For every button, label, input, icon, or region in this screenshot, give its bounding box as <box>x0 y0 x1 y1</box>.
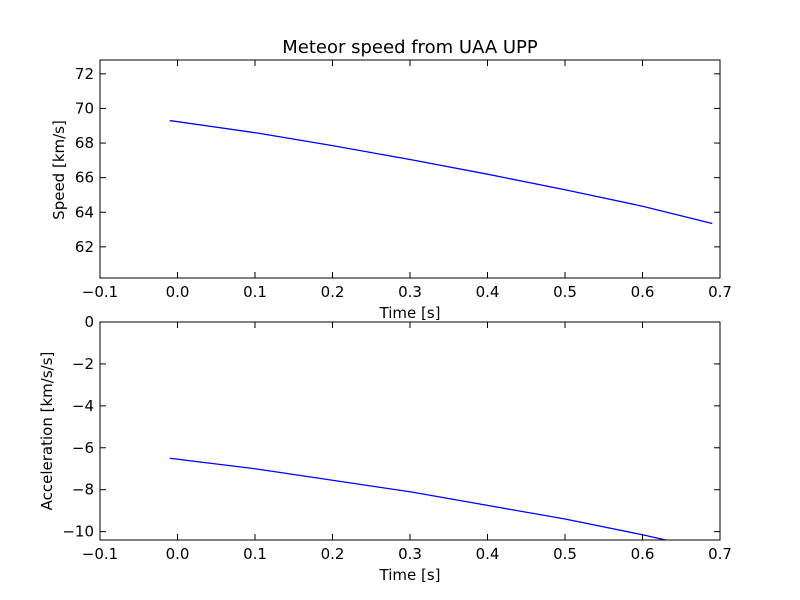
x-tick-label: −0.1 <box>82 283 118 301</box>
y-tick-label: 70 <box>75 99 94 117</box>
y-axis-label: Acceleration [km/s/s] <box>38 352 56 511</box>
x-tick-label: 0.7 <box>708 545 732 563</box>
x-tick-label: 0.0 <box>166 283 190 301</box>
x-tick-label: 0.1 <box>243 545 267 563</box>
y-tick-label: 66 <box>75 169 94 187</box>
y-tick-label: 64 <box>75 203 94 221</box>
x-axis-label: Time [s] <box>379 304 441 322</box>
axes-frame <box>99 59 721 279</box>
acceleration-chart: Time [s] Acceleration [km/s/s] −0.1 0.0 0.… <box>38 313 732 584</box>
x-tick-label: 0.2 <box>321 283 345 301</box>
series-line <box>169 119 713 225</box>
y-tick-label: 62 <box>75 238 94 256</box>
y-tick-label: −2 <box>72 355 94 373</box>
x-tick-label: 0.6 <box>631 545 655 563</box>
y-tick-label: 72 <box>75 65 94 83</box>
x-tick-label: 0.4 <box>476 283 500 301</box>
x-tick-label: 0.5 <box>553 283 577 301</box>
x-tick-label: 0.7 <box>708 283 732 301</box>
x-tick-label: 0.3 <box>398 545 422 563</box>
chart-title: Meteor speed from UAA UPP <box>282 37 538 58</box>
y-tick-label: −4 <box>72 397 94 415</box>
y-tick-label: −10 <box>62 523 94 541</box>
x-tick-label: 0.1 <box>243 283 267 301</box>
x-tick-label: −0.1 <box>82 545 118 563</box>
y-tick-label: 0 <box>84 313 94 331</box>
y-tick-label: 68 <box>75 134 94 152</box>
x-tick-label: 0.0 <box>166 545 190 563</box>
x-tick-label: 0.4 <box>476 545 500 563</box>
x-tick-label: 0.6 <box>631 283 655 301</box>
x-tick-label: 0.2 <box>321 545 345 563</box>
axes-frame <box>99 321 721 541</box>
speed-chart: Meteor speed from UAA UPP Time [s] Speed… <box>50 37 732 322</box>
x-tick-label: 0.5 <box>553 545 577 563</box>
y-axis-label: Speed [km/s] <box>50 120 68 220</box>
series-line <box>169 457 666 540</box>
x-tick-label: 0.3 <box>398 283 422 301</box>
x-axis-label: Time [s] <box>379 566 441 584</box>
y-tick-label: −8 <box>72 481 94 499</box>
y-tick-label: −6 <box>72 439 94 457</box>
